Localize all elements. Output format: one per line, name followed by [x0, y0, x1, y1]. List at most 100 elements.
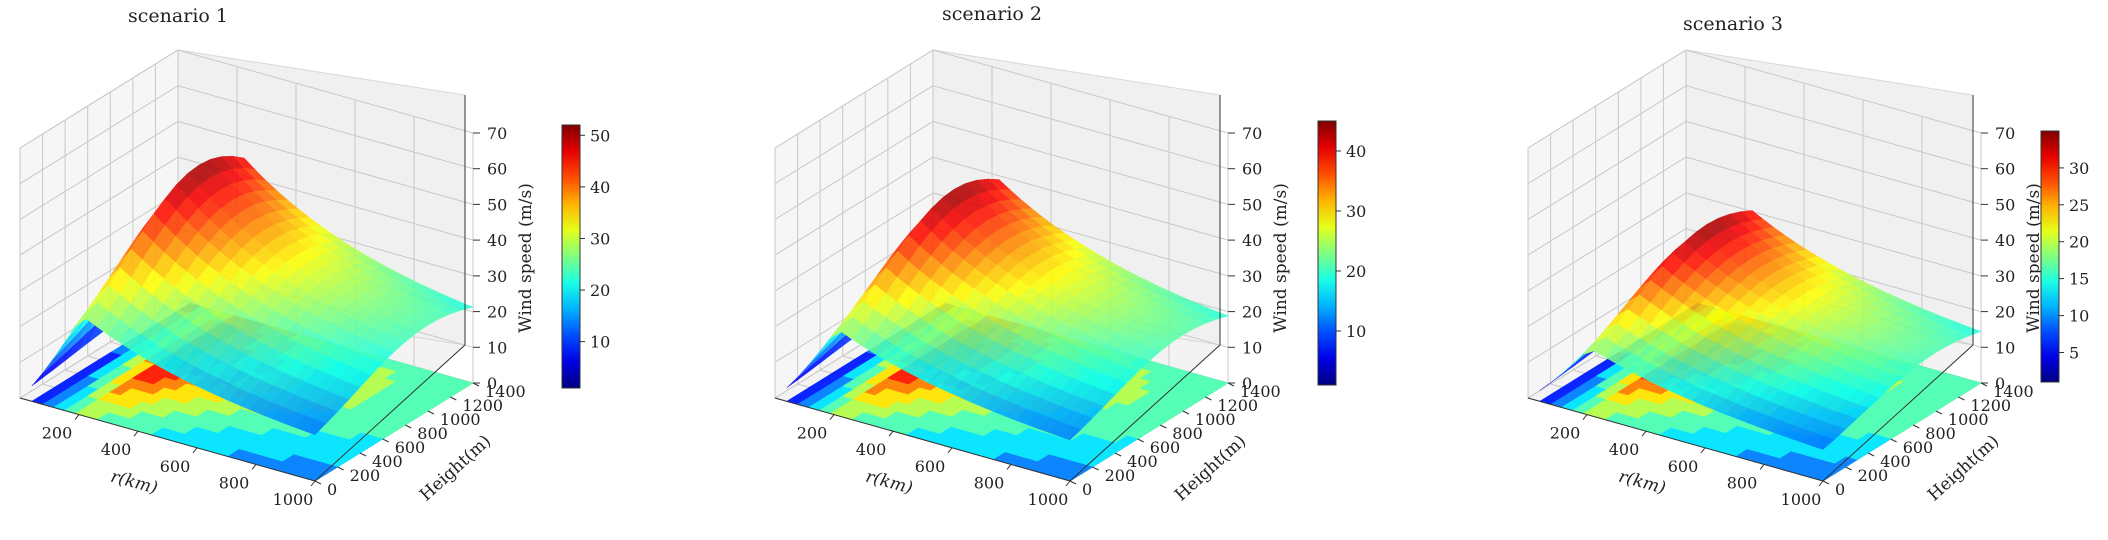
x-tick: [947, 447, 953, 454]
grid-line: [1527, 228, 1687, 328]
y-tick-label: 200: [1105, 466, 1136, 485]
colorbar-tick-label: 40: [590, 178, 610, 197]
z-tick-label: 50: [1242, 195, 1262, 214]
x-tick-label: 1000: [273, 490, 314, 509]
z-tick-label: 20: [487, 303, 507, 322]
colorbar-tick-label: 30: [2069, 159, 2089, 178]
z-tick-label: 70: [1242, 124, 1262, 143]
z-axis-label: Wind speed (m/s): [1271, 183, 1291, 333]
y-tick: [337, 466, 344, 471]
colorbar: [561, 124, 581, 389]
y-tick-label: 1400: [1993, 382, 2034, 401]
grid-line: [1527, 85, 1687, 185]
surface-cell: [303, 419, 327, 435]
y-tick: [359, 452, 367, 457]
z-axis-label: Wind speed (m/s): [516, 183, 536, 333]
colorbar-tick-label: 15: [2069, 270, 2089, 289]
x-tick-label: 800: [1727, 473, 1758, 492]
y-tick: [1137, 438, 1144, 443]
z-tick-label: 0: [1995, 374, 2005, 393]
y-tick: [1890, 438, 1897, 443]
x-tick-label: 800: [219, 473, 250, 492]
z-tick-label: 20: [1995, 303, 2015, 322]
z-tick-label: 70: [487, 124, 507, 143]
wind-surface: [1539, 210, 1982, 450]
surface-cell: [1811, 435, 1835, 450]
z-axis-label: Wind speed (m/s): [2024, 183, 2044, 333]
z-tick-label: 60: [1995, 160, 2015, 179]
y-tick-label: 800: [1172, 424, 1203, 443]
grid-line: [1685, 120, 1982, 205]
colorbar-tick-label: 10: [1346, 322, 1366, 341]
y-tick-label: 1200: [1970, 396, 2011, 415]
grid-line: [774, 156, 934, 256]
z-tick-label: 60: [487, 160, 507, 179]
z-tick-label: 50: [1995, 195, 2015, 214]
grid-line: [1685, 49, 1982, 134]
x-tick: [1759, 464, 1765, 470]
x-tick: [133, 430, 139, 437]
wind-surface: [786, 178, 1229, 441]
y-tick: [1913, 424, 1920, 429]
x-tick-label: 1000: [1781, 490, 1822, 509]
colorbar-tick-label: 20: [590, 281, 610, 300]
x-tick-label: 600: [160, 457, 191, 476]
colorbar-tick-label: 10: [2069, 307, 2089, 326]
colorbar: [2040, 130, 2060, 383]
grid-line: [1685, 85, 1982, 170]
x-tick-label: 1000: [1028, 490, 1069, 509]
z-tick-label: 70: [1995, 124, 2015, 143]
colorbar-tick-label: 20: [2069, 233, 2089, 252]
y-tick: [1182, 410, 1190, 415]
x-tick: [829, 414, 835, 420]
x-tick: [1700, 447, 1706, 454]
z-tick-label: 10: [487, 338, 507, 357]
grid-line: [19, 49, 179, 149]
chart-title: scenario 1: [128, 5, 228, 27]
y-tick: [314, 480, 322, 485]
y-tick: [405, 424, 412, 429]
y-tick: [450, 396, 457, 401]
grid-line: [932, 85, 1229, 170]
grid-line: [1527, 192, 1687, 292]
grid-line: [774, 120, 934, 220]
y-tick-label: 1200: [462, 396, 503, 415]
z-tick-label: 10: [1242, 338, 1262, 357]
y-tick-label: 800: [417, 424, 448, 443]
y-tick: [1958, 396, 1965, 401]
z-tick-label: 0: [487, 374, 497, 393]
y-tick-label: 1000: [440, 410, 481, 429]
colorbar-tick-label: 5: [2069, 344, 2079, 363]
x-axis-line: [19, 397, 316, 482]
y-tick: [1092, 466, 1099, 471]
y-tick-label: 400: [372, 452, 403, 471]
z-tick-label: 10: [1995, 338, 2015, 357]
chart-panel-3: 2004006008001000020040060080010001200140…: [1526, 13, 2089, 509]
x-tick: [1818, 480, 1824, 487]
x-tick-label: 200: [1550, 424, 1581, 443]
y-tick: [1935, 410, 1943, 415]
y-axis-line: [1069, 344, 1221, 482]
y-tick-label: 1400: [485, 382, 526, 401]
chart-title: scenario 3: [1683, 13, 1783, 35]
y-tick-label: 400: [1880, 452, 1911, 471]
x-tick: [1065, 480, 1071, 487]
x-axis-label: r(km): [1616, 467, 1667, 499]
grid-line: [1527, 120, 1687, 220]
y-tick: [382, 438, 389, 443]
grid-line: [932, 156, 1229, 241]
surface-cell: [1058, 425, 1082, 441]
colorbar-tick-label: 30: [590, 230, 610, 249]
y-tick: [1822, 480, 1830, 485]
y-tick: [1867, 452, 1875, 457]
x-tick-label: 200: [797, 424, 828, 443]
grid-line: [774, 192, 934, 292]
y-axis-line: [314, 344, 466, 482]
grid-line: [1527, 49, 1687, 149]
y-tick-label: 800: [1925, 424, 1956, 443]
x-axis-line: [1527, 397, 1824, 482]
x-tick-label: 400: [1609, 440, 1640, 459]
x-tick: [1006, 464, 1012, 470]
grid-line: [177, 85, 474, 170]
